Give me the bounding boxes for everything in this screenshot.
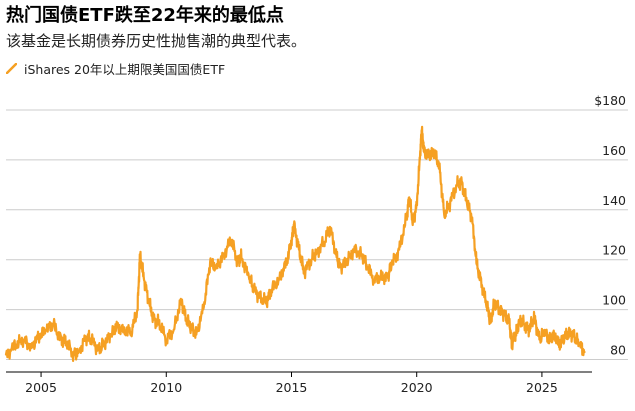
legend: iShares 20年以上期限美国国债ETF <box>6 59 225 77</box>
legend-label: iShares 20年以上期限美国国债ETF <box>24 61 226 77</box>
y-tick-label-100: 100 <box>602 293 626 308</box>
x-tick-label-2010: 2010 <box>150 380 182 395</box>
chart-title: 热门国债ETF跌至22年来的最低点 <box>6 5 284 26</box>
x-tick-label-2020: 2020 <box>401 380 433 395</box>
x-tick-label-2005: 2005 <box>25 380 57 395</box>
y-tick-label-120: 120 <box>602 243 626 258</box>
y-tick-label-140: 140 <box>602 193 626 208</box>
series-line-0 <box>4 125 586 362</box>
y-tick-label-80: 80 <box>610 343 626 358</box>
y-tick-label-160: 160 <box>602 143 626 158</box>
chart-subtitle: 该基金是长期债券历史性抛售潮的典型代表。 <box>6 32 307 50</box>
x-tick-label-2015: 2015 <box>276 380 308 395</box>
y-tick-label-180: $180 <box>594 93 626 108</box>
legend-swatch-icon <box>6 62 17 74</box>
x-tick-label-2025: 2025 <box>526 380 558 395</box>
